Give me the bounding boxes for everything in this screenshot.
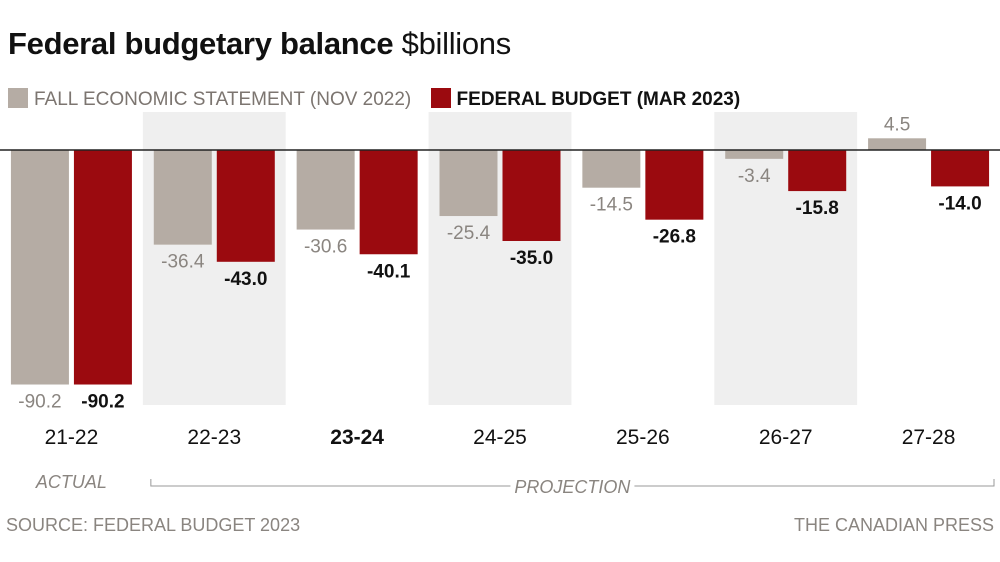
legend-swatch-federal-budget: [430, 88, 451, 108]
bar-federal-budget-22-23: [216, 150, 275, 262]
value-label-federal-budget-26-27: -15.8: [796, 198, 839, 219]
value-label-fall-statement-26-27: -3.4: [738, 166, 771, 187]
period-label-actual: ACTUAL: [35, 472, 107, 492]
value-label-federal-budget-22-23: -43.0: [224, 269, 267, 290]
category-label-26-27: 26-27: [759, 426, 813, 449]
category-label-21-22: 21-22: [45, 426, 99, 449]
value-label-fall-statement-27-28: 4.5: [884, 114, 910, 135]
title-text: Federal budgetary balance: [8, 26, 394, 61]
value-label-federal-budget-24-25: -35.0: [510, 248, 553, 269]
bar-federal-budget-23-24: [359, 150, 418, 255]
chart-title: Federal budgetary balance $billions: [8, 28, 511, 59]
legend-item-federal-budget: FEDERAL BUDGET (MAR 2023): [430, 88, 741, 111]
legend-item-fall-statement: FALL ECONOMIC STATEMENT (NOV 2022): [8, 88, 411, 111]
legend-swatch-fall-statement: [8, 88, 28, 108]
bar-fall-statement-26-27: [725, 150, 784, 159]
value-label-fall-statement-21-22: -90.2: [18, 392, 61, 413]
value-label-federal-budget-21-22: -90.2: [81, 392, 124, 413]
bar-fall-statement-27-28: [868, 138, 927, 150]
value-label-federal-budget-23-24: -40.1: [367, 261, 411, 282]
title-unit: $billions: [401, 26, 512, 61]
bar-federal-budget-27-28: [931, 150, 990, 187]
period-label-projection: PROJECTION: [514, 477, 631, 497]
projection-bracket-right: [634, 479, 995, 487]
category-label-24-25: 24-25: [473, 426, 527, 449]
legend-label-fall-statement: FALL ECONOMIC STATEMENT (NOV 2022): [34, 89, 412, 110]
legend-label-federal-budget: FEDERAL BUDGET (MAR 2023): [456, 89, 741, 110]
bar-fall-statement-21-22: [10, 150, 69, 385]
projection-bracket-left: [150, 479, 511, 487]
bar-federal-budget-25-26: [645, 150, 704, 220]
bar-fall-statement-25-26: [582, 150, 641, 188]
bar-fall-statement-23-24: [296, 150, 355, 230]
bar-federal-budget-26-27: [788, 150, 847, 192]
bar-federal-budget-24-25: [502, 150, 561, 241]
bar-federal-budget-21-22: [73, 150, 132, 385]
legend: FALL ECONOMIC STATEMENT (NOV 2022) FEDER…: [8, 88, 754, 111]
value-label-federal-budget-27-28: -14.0: [938, 193, 981, 214]
bar-fall-statement-22-23: [153, 150, 212, 245]
category-label-22-23: 22-23: [187, 426, 241, 449]
category-label-23-24: 23-24: [330, 426, 384, 449]
category-label-25-26: 25-26: [616, 426, 670, 449]
credit-note: THE CANADIAN PRESS: [793, 515, 994, 535]
value-label-fall-statement-24-25: -25.4: [447, 223, 491, 244]
value-label-fall-statement-22-23: -36.4: [161, 252, 205, 273]
value-label-fall-statement-23-24: -30.6: [304, 237, 347, 258]
value-label-fall-statement-25-26: -14.5: [590, 195, 633, 216]
bar-fall-statement-24-25: [439, 150, 498, 217]
category-label-27-28: 27-28: [902, 426, 956, 449]
source-note: SOURCE: FEDERAL BUDGET 2023: [6, 515, 301, 535]
value-label-federal-budget-25-26: -26.8: [653, 227, 696, 248]
